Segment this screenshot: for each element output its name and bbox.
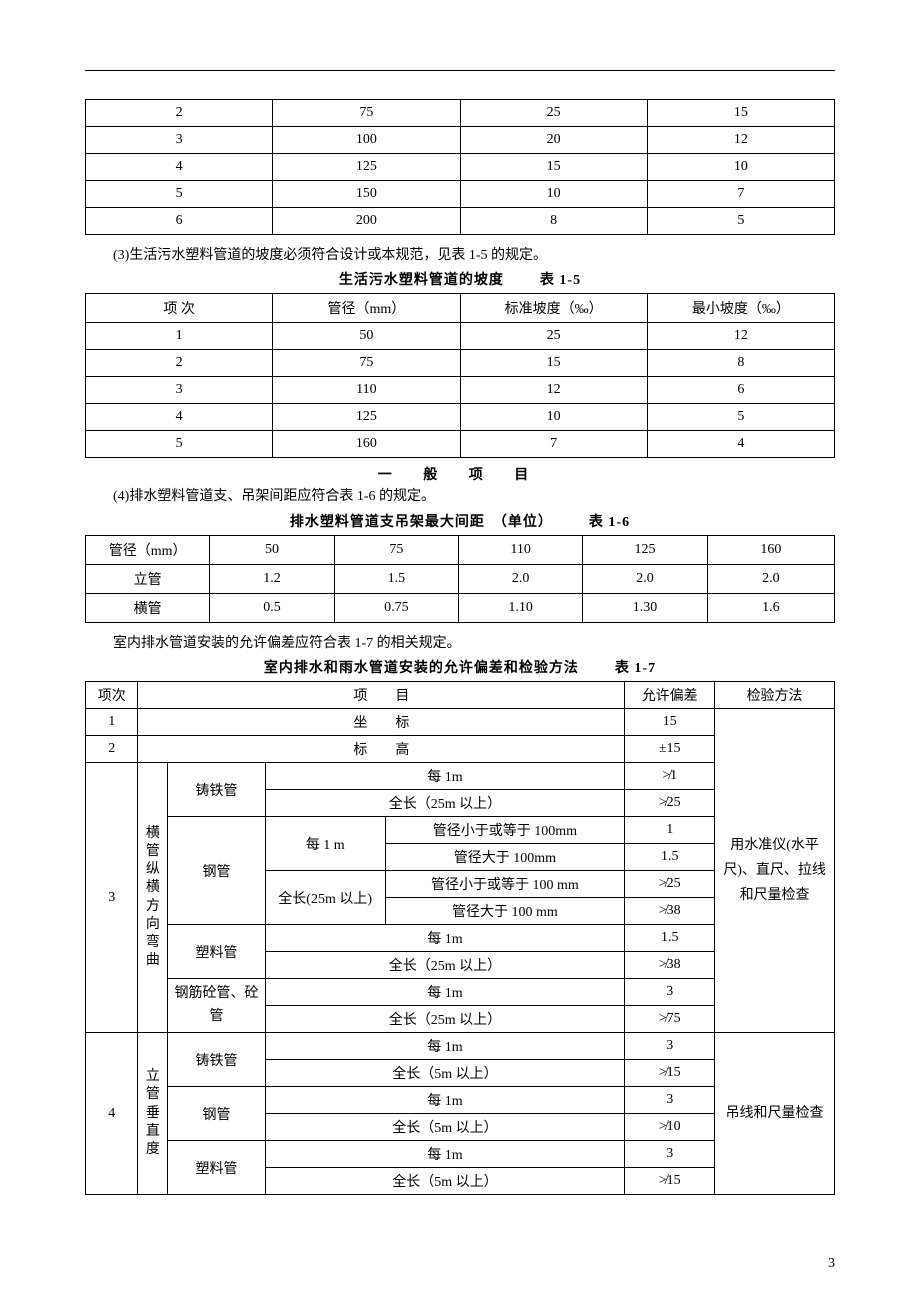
page-number: 3 <box>828 1256 835 1272</box>
table-row: 2752515 <box>86 100 835 127</box>
table-1-5: 项 次管径（mm）标准坡度（‰）最小坡度（‰） 1502512 275158 3… <box>85 293 835 458</box>
table-row: 1 坐 标 15 用水准仪(水平尺)、直尺、拉线和尺量检查 <box>86 709 835 736</box>
table-1-7: 项次 项 目 允许偏差 检验方法 1 坐 标 15 用水准仪(水平尺)、直尺、拉… <box>85 681 835 1195</box>
page-top-rule <box>85 70 835 71</box>
table-row: 5150107 <box>86 181 835 208</box>
paragraph-7: 室内排水管道安装的允许偏差应符合表 1-7 的相关规定。 <box>85 633 835 655</box>
table-row: 4125105 <box>86 404 835 431</box>
paragraph-4: (4)排水塑料管道支、吊架间距应符合表 1-6 的规定。 <box>85 486 835 508</box>
inspection-method-4: 吊线和尺量检查 <box>715 1033 835 1195</box>
table-row: 横管0.50.751.101.301.6 <box>86 593 835 622</box>
vertical-label-horizontal-bend: 横管纵横方向弯曲 <box>138 763 168 1033</box>
table-1-7-title: 室内排水和雨水管道安装的允许偏差和检验方法表 1-7 <box>85 657 835 677</box>
section-heading-general: 一 般 项 目 <box>85 464 835 484</box>
inspection-method-3: 用水准仪(水平尺)、直尺、拉线和尺量检查 <box>715 709 835 1033</box>
table-row: 516074 <box>86 431 835 458</box>
table-row: 4 立管垂直度 铸铁管 每 1m 3 吊线和尺量检查 <box>86 1033 835 1060</box>
table-1-6-title: 排水塑料管道支吊架最大间距 （单位）表 1-6 <box>85 511 835 531</box>
table-1-4-continuation: 2752515 31002012 41251510 5150107 620085 <box>85 99 835 235</box>
table-1-5-title: 生活污水塑料管道的坡度表 1-5 <box>85 269 835 289</box>
table-header-row: 项 次管径（mm）标准坡度（‰）最小坡度（‰） <box>86 294 835 323</box>
table-row: 管径（mm）5075110125160 <box>86 535 835 564</box>
vertical-label-verticality: 立管垂直度 <box>138 1033 168 1195</box>
table-row: 620085 <box>86 208 835 235</box>
table-header-row: 项次 项 目 允许偏差 检验方法 <box>86 682 835 709</box>
table-row: 41251510 <box>86 154 835 181</box>
table-row: 立管1.21.52.02.02.0 <box>86 564 835 593</box>
table-row: 3110126 <box>86 377 835 404</box>
table-1-6: 管径（mm）5075110125160 立管1.21.52.02.02.0 横管… <box>85 535 835 623</box>
table-row: 31002012 <box>86 127 835 154</box>
table-row: 1502512 <box>86 323 835 350</box>
paragraph-3: (3)生活污水塑料管道的坡度必须符合设计或本规范，见表 1-5 的规定。 <box>85 245 835 267</box>
table-row: 275158 <box>86 350 835 377</box>
